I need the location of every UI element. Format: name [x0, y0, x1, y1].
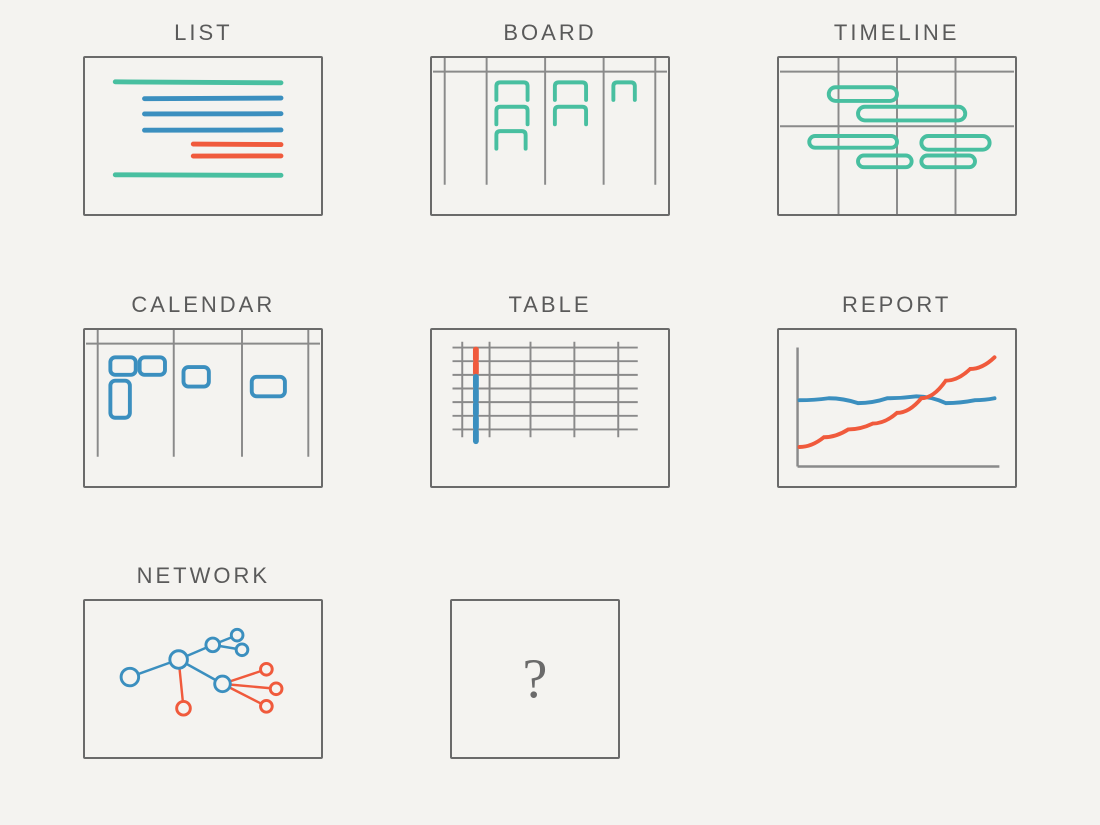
label-timeline: Timeline: [834, 20, 959, 50]
board-sketch: [432, 58, 668, 214]
cell-report: Report: [753, 292, 1040, 534]
question-mark-icon: ?: [523, 647, 548, 711]
card-board: [430, 56, 670, 216]
cell-network: Network: [60, 563, 347, 805]
label-list: List: [174, 20, 232, 50]
card-report: [777, 328, 1017, 488]
cell-timeline: Timeline: [753, 20, 1040, 262]
network-sketch: [85, 601, 321, 757]
card-calendar: [83, 328, 323, 488]
cell-list: List: [60, 20, 347, 262]
card-unknown: ?: [450, 599, 620, 759]
timeline-sketch: [779, 58, 1015, 214]
card-table: [430, 328, 670, 488]
label-board: Board: [503, 20, 596, 50]
label-network: Network: [137, 563, 270, 593]
label-table: Table: [508, 292, 591, 322]
cell-unknown: ?: [407, 563, 694, 805]
card-network: [83, 599, 323, 759]
report-sketch: [779, 330, 1015, 486]
cell-table: Table: [407, 292, 694, 534]
calendar-sketch: [85, 330, 321, 486]
cell-calendar: Calendar: [60, 292, 347, 534]
view-types-grid: List Board Timeline Calendar Table Repor…: [60, 20, 1040, 805]
card-timeline: [777, 56, 1017, 216]
card-list: [83, 56, 323, 216]
list-sketch: [85, 58, 321, 214]
table-sketch: [432, 330, 668, 486]
label-calendar: Calendar: [131, 292, 275, 322]
cell-board: Board: [407, 20, 694, 262]
label-report: Report: [842, 292, 951, 322]
